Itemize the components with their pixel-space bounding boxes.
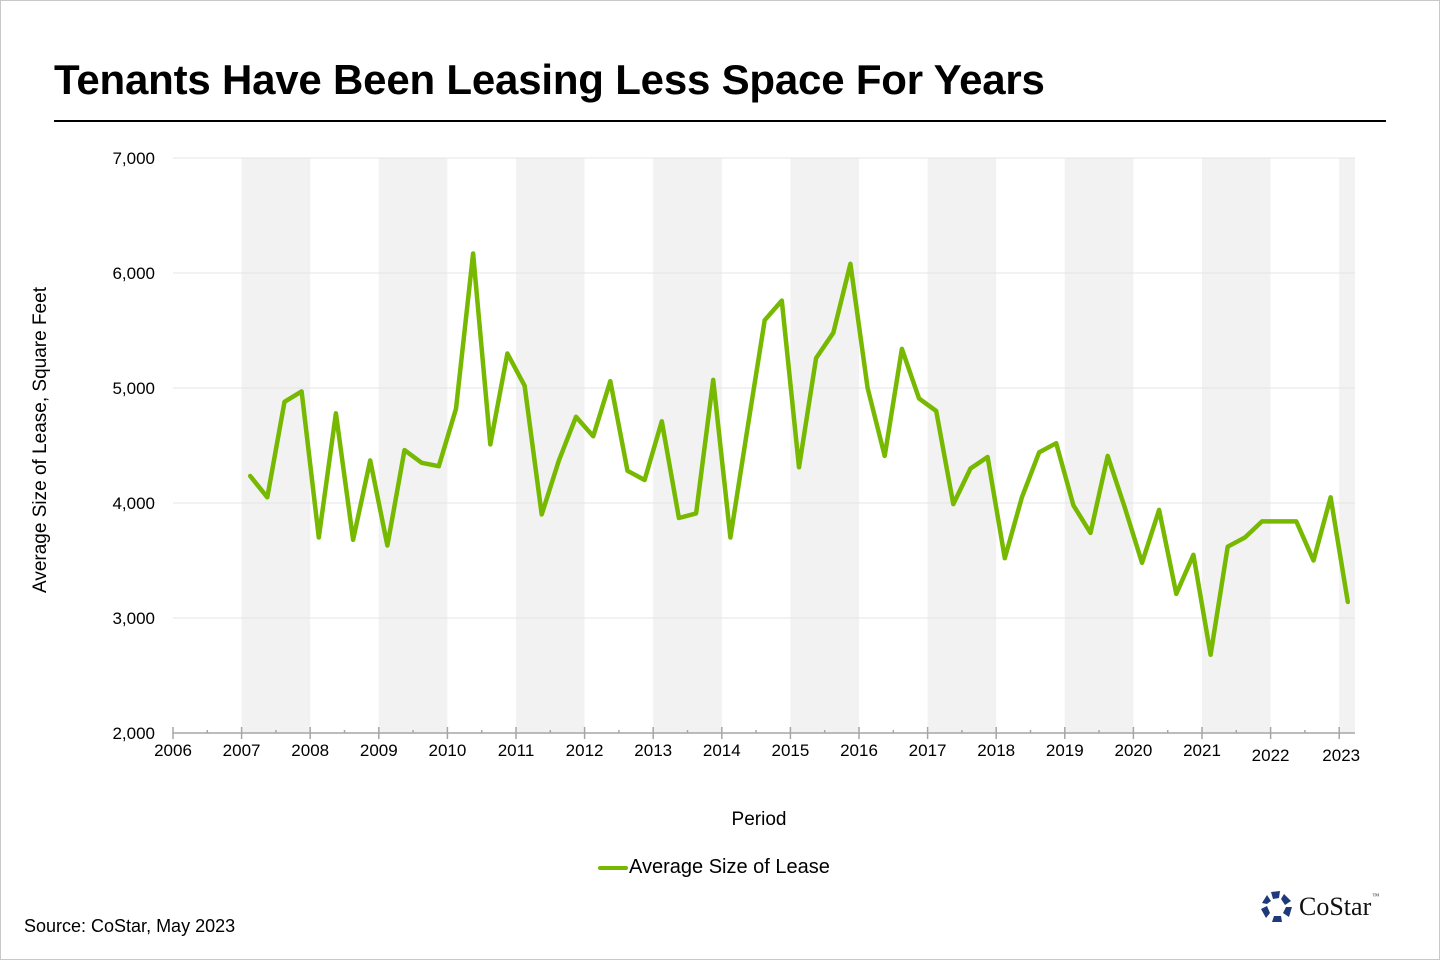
x-tick-label: 2016 [840, 741, 878, 760]
x-axis-title: Period [731, 809, 787, 830]
year-band [516, 158, 585, 733]
legend: Average Size of Lease [598, 856, 830, 879]
x-tick-label: 2013 [634, 741, 672, 760]
x-tick-label: 2022 [1252, 746, 1290, 765]
x-tick-label: 2006 [154, 741, 192, 760]
y-axis-tick-labels: 2,000 3,000 4,000 5,000 6,000 7,000 [112, 149, 155, 743]
x-tick-label: 2009 [360, 741, 398, 760]
x-tick-label: 2012 [566, 741, 604, 760]
x-tick-label: 2019 [1046, 741, 1084, 760]
year-band [1064, 158, 1134, 733]
y-tick-label: 4,000 [112, 494, 155, 513]
y-axis-title: Average Size of Lease, Square Feet [30, 286, 51, 593]
year-band [653, 158, 722, 733]
x-tick-label: 2007 [223, 741, 261, 760]
costar-logo: CoStar™ [1260, 890, 1379, 924]
x-tick-label: 2011 [498, 741, 535, 760]
source-note: Source: CoStar, May 2023 [24, 916, 236, 936]
y-tick-label: 2,000 [112, 724, 155, 743]
x-axis [172, 727, 1355, 739]
x-tick-label: 2023 [1322, 746, 1360, 765]
x-axis-tick-labels: 2006 2007 2008 2009 2010 2011 2012 2013 2014 2015… [154, 741, 1360, 765]
logo-wordmark: CoStar™ [1299, 892, 1380, 921]
x-tick-label: 2021 [1183, 741, 1221, 760]
x-tick-label: 2018 [977, 741, 1015, 760]
x-tick-label: 2015 [771, 741, 809, 760]
x-tick-label: 2010 [428, 741, 466, 760]
year-band [1339, 158, 1355, 733]
legend-swatch-average-size [598, 865, 628, 870]
title-divider [54, 120, 1386, 122]
y-tick-label: 3,000 [112, 609, 155, 628]
year-bands [241, 158, 1355, 733]
x-tick-label: 2020 [1114, 741, 1152, 760]
year-band [927, 158, 997, 733]
series-group [247, 251, 1351, 658]
x-tick-label: 2008 [291, 741, 329, 760]
costar-star-icon [1261, 891, 1292, 922]
chart-title: Tenants Have Been Leasing Less Space For… [54, 56, 1045, 103]
y-tick-label: 7,000 [112, 149, 155, 168]
x-tick-label: 2017 [909, 741, 947, 760]
x-tick-label: 2014 [703, 741, 741, 760]
year-band [378, 158, 448, 733]
y-tick-label: 5,000 [112, 379, 155, 398]
y-tick-label: 6,000 [112, 264, 155, 283]
legend-label: Average Size of Lease [629, 856, 830, 878]
gridlines [173, 157, 1355, 619]
